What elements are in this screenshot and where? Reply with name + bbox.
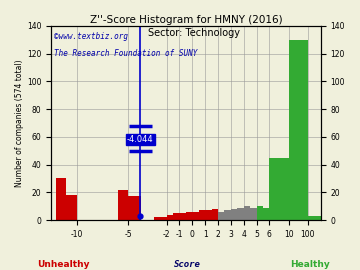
Bar — [205, 210, 212, 220]
Text: Unhealthy: Unhealthy — [37, 260, 89, 269]
Bar — [218, 212, 224, 220]
Text: Score: Score — [174, 260, 201, 269]
Bar — [250, 208, 257, 220]
Bar — [160, 217, 167, 220]
Bar — [192, 212, 199, 220]
Bar — [244, 206, 250, 220]
Text: Healthy: Healthy — [290, 260, 329, 269]
Bar — [118, 190, 128, 220]
Bar — [212, 209, 218, 220]
Text: The Research Foundation of SUNY: The Research Foundation of SUNY — [54, 49, 197, 58]
Bar — [128, 197, 141, 220]
Bar — [269, 158, 289, 220]
Bar — [56, 178, 66, 220]
Y-axis label: Number of companies (574 total): Number of companies (574 total) — [15, 59, 24, 187]
Text: ©www.textbiz.org: ©www.textbiz.org — [54, 32, 128, 40]
Bar — [173, 213, 180, 220]
Bar — [180, 213, 186, 220]
Bar — [257, 206, 263, 220]
Bar — [237, 208, 244, 220]
Bar — [308, 216, 360, 220]
Bar — [186, 212, 192, 220]
Text: Sector: Technology: Sector: Technology — [148, 28, 240, 38]
Bar — [167, 215, 173, 220]
Bar — [289, 40, 308, 220]
Text: -4.044: -4.044 — [127, 135, 154, 144]
Bar — [224, 210, 231, 220]
Title: Z''-Score Histogram for HMNY (2016): Z''-Score Histogram for HMNY (2016) — [90, 15, 282, 25]
Bar — [199, 210, 205, 220]
Bar — [231, 209, 237, 220]
Bar — [263, 208, 269, 220]
Bar — [154, 217, 160, 220]
Bar — [66, 195, 77, 220]
